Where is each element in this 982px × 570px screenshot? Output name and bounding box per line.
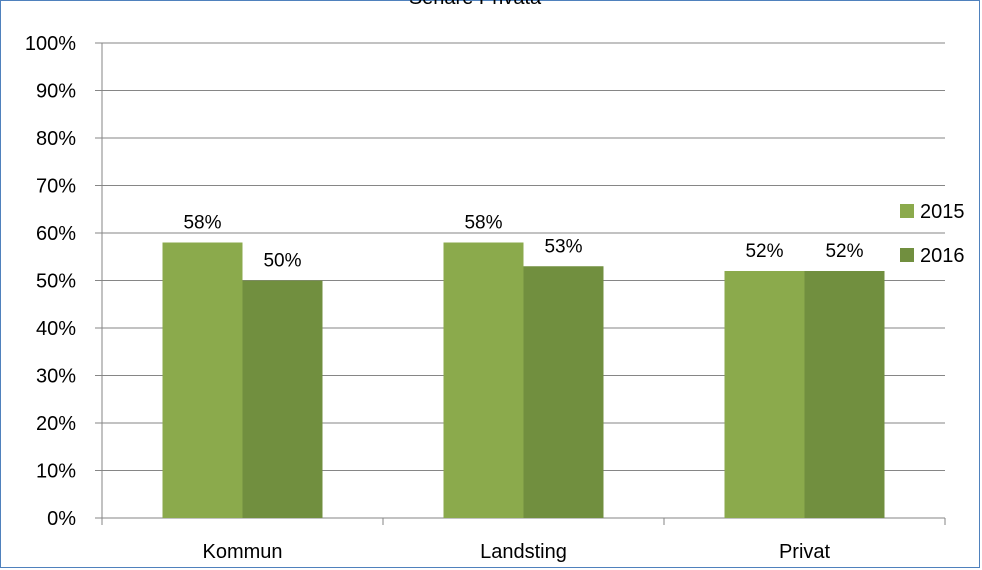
y-tick-label: 100% <box>25 33 76 55</box>
legend: 2015 2016 <box>900 201 965 267</box>
bar-2015-privat <box>724 271 805 518</box>
legend-label: 2016 <box>920 245 965 267</box>
data-label: 52% <box>745 241 783 262</box>
legend-label: 2015 <box>920 201 965 223</box>
bars <box>162 242 885 518</box>
bar-2016-kommun <box>242 280 323 518</box>
legend-swatch-2016 <box>900 248 914 262</box>
data-label: 50% <box>263 251 301 272</box>
bar-2016-privat <box>804 271 885 518</box>
y-tick-label: 90% <box>36 81 76 103</box>
data-label: 52% <box>825 241 863 262</box>
legend-swatch-2015 <box>900 204 914 218</box>
y-tick-label: 10% <box>36 461 76 483</box>
y-tick-label: 20% <box>36 413 76 435</box>
x-tick-label: Landsting <box>480 541 567 563</box>
data-label: 53% <box>544 236 582 257</box>
data-labels: 58% 50% 58% 53% 52% 52% <box>183 213 863 272</box>
y-tick-label: 70% <box>36 176 76 198</box>
bar-2016-landsting <box>523 266 604 518</box>
y-tick-label: 0% <box>47 508 76 530</box>
y-tick-label: 80% <box>36 128 76 150</box>
bar-2015-kommun <box>162 242 243 518</box>
y-tick-label: 50% <box>36 271 76 293</box>
y-tick-label: 30% <box>36 366 76 388</box>
chart-title: Senare Privata <box>409 0 542 9</box>
data-label: 58% <box>464 213 502 234</box>
data-label: 58% <box>183 213 221 234</box>
y-tick-label: 60% <box>36 223 76 245</box>
x-tick-label: Privat <box>779 541 831 563</box>
bar-2015-landsting <box>443 242 524 518</box>
y-tick-label: 40% <box>36 318 76 340</box>
x-tick-label: Kommun <box>202 541 282 563</box>
chart-title-layer: Senare Privata <box>409 0 542 9</box>
